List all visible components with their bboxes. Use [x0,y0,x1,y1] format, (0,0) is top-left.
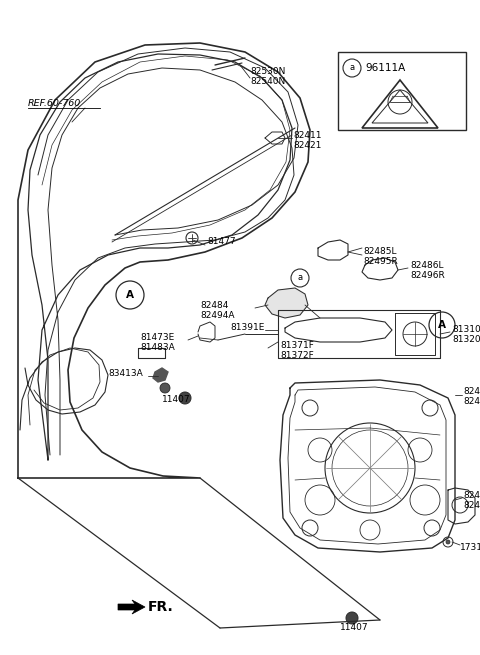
Polygon shape [265,288,308,318]
Polygon shape [153,368,168,382]
Text: 1731JE: 1731JE [460,544,480,553]
Text: 82421: 82421 [293,141,322,149]
Text: 81371F: 81371F [280,341,314,350]
Text: 82481R: 82481R [463,398,480,407]
Text: 83413A: 83413A [108,369,143,379]
Text: 81320: 81320 [452,335,480,343]
Text: 96111A: 96111A [365,63,405,73]
Text: 81391E: 81391E [230,322,264,331]
Text: 81372F: 81372F [280,350,314,360]
Text: 82450L: 82450L [463,491,480,500]
Text: FR.: FR. [148,600,174,614]
Text: 82485L: 82485L [363,248,396,257]
Text: REF.60-760: REF.60-760 [28,100,81,109]
Text: 11407: 11407 [162,396,191,405]
Text: 82530N: 82530N [250,67,286,77]
Circle shape [160,383,170,393]
Text: 82494A: 82494A [200,310,235,320]
Text: 82484: 82484 [200,301,228,310]
Text: 81310: 81310 [452,324,480,333]
Text: A: A [438,320,446,330]
Circle shape [179,392,191,404]
Text: 82460R: 82460R [463,500,480,510]
Text: 81483A: 81483A [140,343,175,352]
Text: 82495R: 82495R [363,257,398,267]
Text: 82471L: 82471L [463,388,480,396]
Text: 11407: 11407 [340,624,369,633]
Text: a: a [298,274,302,282]
Text: 81477: 81477 [207,238,236,246]
Text: 82540N: 82540N [250,77,285,86]
Polygon shape [118,600,145,614]
Bar [338,52,466,130]
Circle shape [346,612,358,624]
Text: a: a [349,64,355,73]
Text: 82496R: 82496R [410,271,445,280]
Text: 81473E: 81473E [140,333,174,343]
Text: A: A [126,290,134,300]
Circle shape [446,540,450,544]
Text: 82486L: 82486L [410,261,444,269]
Text: 82411: 82411 [293,130,322,140]
